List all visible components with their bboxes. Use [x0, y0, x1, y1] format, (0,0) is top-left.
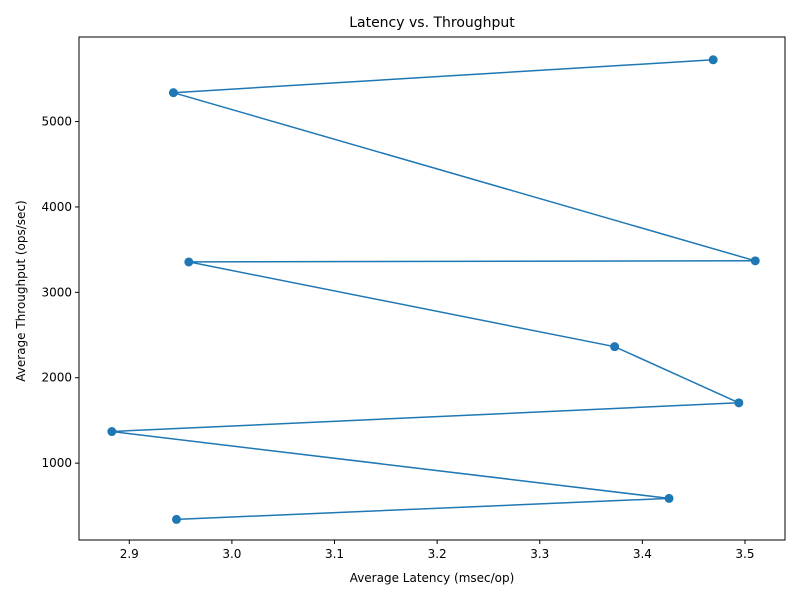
plot-area — [78, 36, 786, 541]
x-axis-title: Average Latency (msec/op) — [350, 571, 515, 585]
x-tick-label: 3.5 — [735, 547, 754, 561]
x-tick-label: 3.1 — [325, 547, 344, 561]
data-point — [184, 257, 194, 267]
y-tick-label: 3000 — [41, 285, 72, 299]
x-axis-ticks: 2.9 3.0 3.1 3.2 3.3 3.4 3.5 — [120, 540, 755, 561]
x-tick-label: 3.0 — [222, 547, 241, 561]
y-axis-title: Average Throughput (ops/sec) — [14, 200, 28, 381]
y-tick-label: 1000 — [41, 456, 72, 470]
x-tick-label: 3.4 — [633, 547, 652, 561]
data-point — [664, 493, 674, 503]
y-tick-label: 4000 — [41, 200, 72, 214]
data-point — [734, 398, 744, 408]
data-point — [708, 55, 718, 65]
x-tick-label: 3.3 — [530, 547, 549, 561]
data-point — [107, 427, 117, 437]
x-tick-label: 3.2 — [428, 547, 447, 561]
y-tick-label: 2000 — [41, 371, 72, 385]
data-point — [168, 88, 178, 98]
data-point — [610, 342, 620, 352]
series-group — [107, 55, 760, 524]
data-point — [171, 514, 181, 524]
data-point — [750, 256, 760, 266]
y-axis-ticks: 1000 2000 3000 4000 5000 — [41, 115, 79, 470]
x-tick-label: 2.9 — [120, 547, 139, 561]
plot-frame — [78, 36, 786, 541]
chart-title: Latency vs. Throughput — [349, 15, 515, 31]
y-tick-label: 5000 — [41, 115, 72, 129]
